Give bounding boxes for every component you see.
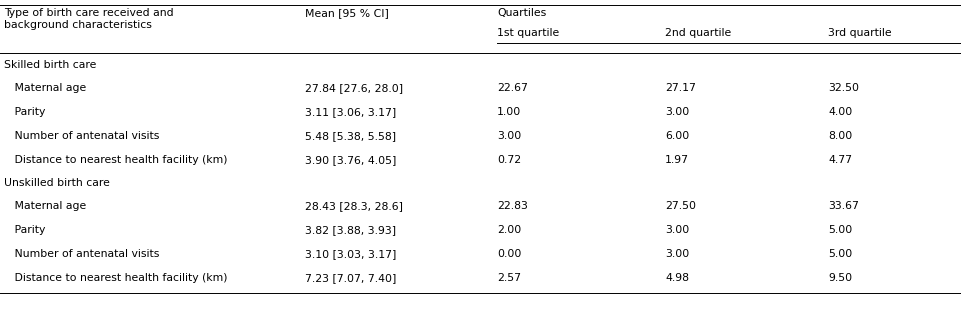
Text: Parity: Parity [4, 107, 45, 117]
Text: 22.83: 22.83 [497, 201, 528, 211]
Text: 27.50: 27.50 [665, 201, 696, 211]
Text: 0.72: 0.72 [497, 155, 521, 165]
Text: Skilled birth care: Skilled birth care [4, 60, 96, 70]
Text: 33.67: 33.67 [828, 201, 859, 211]
Text: 3.10 [3.03, 3.17]: 3.10 [3.03, 3.17] [305, 249, 396, 259]
Text: Type of birth care received and
background characteristics: Type of birth care received and backgrou… [4, 8, 174, 30]
Text: 1.97: 1.97 [665, 155, 689, 165]
Text: 5.00: 5.00 [828, 225, 852, 235]
Text: 2.00: 2.00 [497, 225, 521, 235]
Text: 1.00: 1.00 [497, 107, 521, 117]
Text: 32.50: 32.50 [828, 83, 859, 93]
Text: 28.43 [28.3, 28.6]: 28.43 [28.3, 28.6] [305, 201, 403, 211]
Text: Number of antenatal visits: Number of antenatal visits [4, 249, 160, 259]
Text: 3.90 [3.76, 4.05]: 3.90 [3.76, 4.05] [305, 155, 396, 165]
Text: 6.00: 6.00 [665, 131, 689, 141]
Text: 9.50: 9.50 [828, 273, 852, 283]
Text: 3.82 [3.88, 3.93]: 3.82 [3.88, 3.93] [305, 225, 396, 235]
Text: 4.00: 4.00 [828, 107, 852, 117]
Text: 4.98: 4.98 [665, 273, 689, 283]
Text: Maternal age: Maternal age [4, 83, 86, 93]
Text: 3.00: 3.00 [665, 107, 689, 117]
Text: 8.00: 8.00 [828, 131, 852, 141]
Text: 27.17: 27.17 [665, 83, 696, 93]
Text: 2nd quartile: 2nd quartile [665, 28, 731, 38]
Text: 3.00: 3.00 [665, 249, 689, 259]
Text: 5.00: 5.00 [828, 249, 852, 259]
Text: 4.77: 4.77 [828, 155, 852, 165]
Text: 1st quartile: 1st quartile [497, 28, 559, 38]
Text: Distance to nearest health facility (km): Distance to nearest health facility (km) [4, 273, 228, 283]
Text: Distance to nearest health facility (km): Distance to nearest health facility (km) [4, 155, 228, 165]
Text: 5.48 [5.38, 5.58]: 5.48 [5.38, 5.58] [305, 131, 396, 141]
Text: 3.00: 3.00 [665, 225, 689, 235]
Text: Maternal age: Maternal age [4, 201, 86, 211]
Text: 22.67: 22.67 [497, 83, 528, 93]
Text: Number of antenatal visits: Number of antenatal visits [4, 131, 160, 141]
Text: Mean [95 % CI]: Mean [95 % CI] [305, 8, 389, 18]
Text: 27.84 [27.6, 28.0]: 27.84 [27.6, 28.0] [305, 83, 403, 93]
Text: Parity: Parity [4, 225, 45, 235]
Text: Unskilled birth care: Unskilled birth care [4, 178, 110, 188]
Text: 2.57: 2.57 [497, 273, 521, 283]
Text: 3.00: 3.00 [497, 131, 521, 141]
Text: 3.11 [3.06, 3.17]: 3.11 [3.06, 3.17] [305, 107, 396, 117]
Text: 7.23 [7.07, 7.40]: 7.23 [7.07, 7.40] [305, 273, 396, 283]
Text: 0.00: 0.00 [497, 249, 522, 259]
Text: 3rd quartile: 3rd quartile [828, 28, 892, 38]
Text: Quartiles: Quartiles [497, 8, 546, 18]
